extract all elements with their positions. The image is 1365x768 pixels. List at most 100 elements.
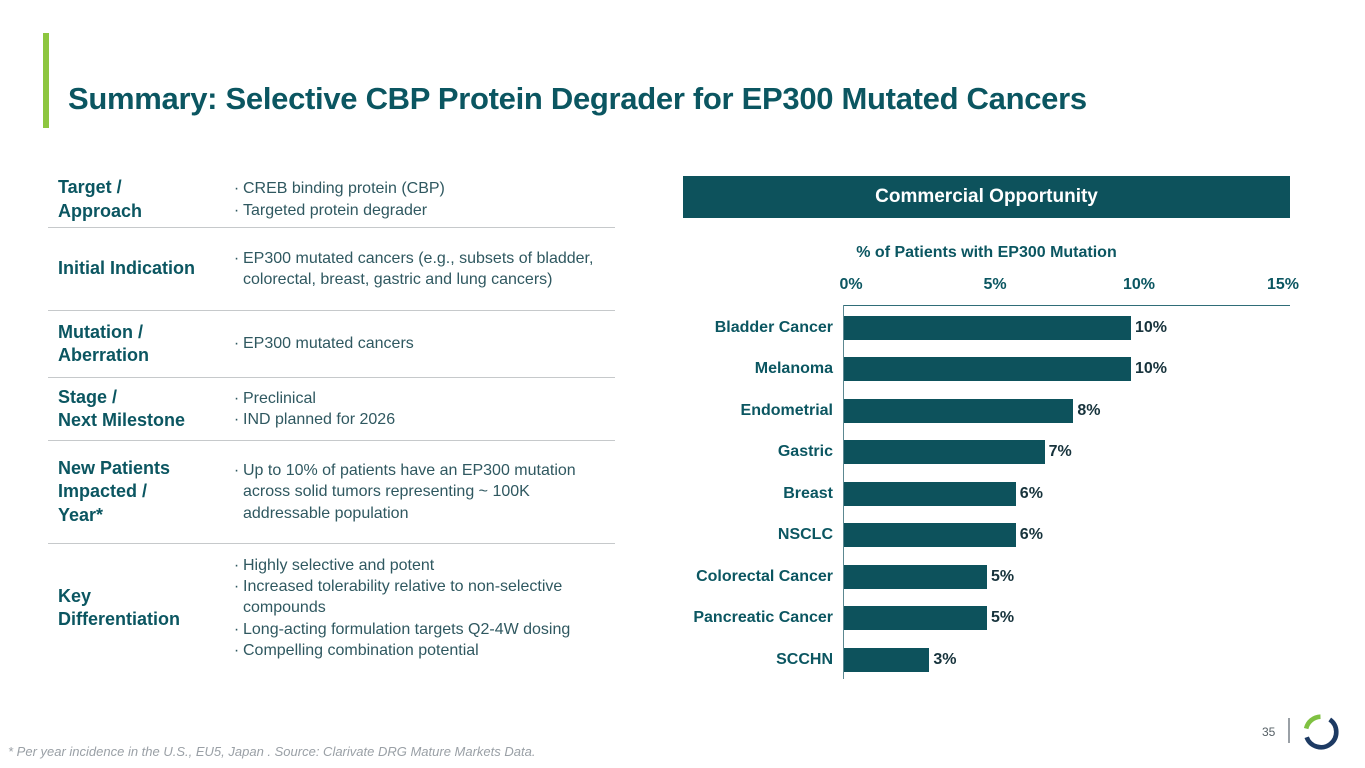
row-bullets: · Preclinical · IND planned for 2026	[230, 388, 615, 430]
bullet-item: · IND planned for 2026	[230, 409, 615, 430]
bullet-text: CREB binding protein (CBP)	[243, 180, 445, 198]
row-bullets: · Highly selective and potent · Increased t…	[230, 555, 615, 661]
bar-track: 6%	[843, 523, 1290, 548]
bullet-dot-icon: ·	[233, 335, 240, 353]
bullet-text: EP300 mutated cancers (e.g., subsets of …	[243, 249, 594, 288]
category-label: SCCHN	[776, 650, 833, 668]
chart-x-axis: 0% 5% 10% 15%	[839, 276, 1299, 296]
value-label: 5%	[991, 567, 1015, 585]
category-label: Bladder Cancer	[714, 318, 833, 336]
bar	[843, 357, 1131, 382]
bullet-item: · Long-acting formulation targets Q2-4W d…	[230, 619, 615, 640]
chart-plot-area: Bladder Cancer 10% Melanoma 10% Endometrial 8…	[683, 305, 1290, 681]
bullet-item: · EP300 mutated cancers (e.g., subsets of…	[230, 248, 615, 290]
chart-bar-row: NSCLC 6%	[683, 515, 1290, 557]
bar-track: 8%	[843, 398, 1290, 423]
bullet-item: · Highly selective and potent	[230, 555, 615, 576]
value-label: 8%	[1077, 401, 1101, 419]
category-label: Pancreatic Cancer	[693, 609, 833, 627]
chart-bar-row: SCCHN 3%	[683, 639, 1290, 681]
title-accent-bar	[43, 33, 49, 128]
row-bullets: · EP300 mutated cancers	[230, 333, 615, 354]
bullet-text: Compelling combination potential	[243, 641, 479, 659]
table-row: Target / Approach · CREB binding protein (…	[48, 172, 615, 228]
x-tick-label: 10%	[1122, 276, 1156, 293]
row-bullets: · EP300 mutated cancers (e.g., subsets of…	[230, 248, 615, 290]
value-label: 7%	[1048, 443, 1072, 461]
footer-divider	[1288, 718, 1290, 743]
company-ring-logo-icon	[1303, 714, 1339, 750]
bar	[843, 398, 1074, 423]
vertical-axis-line	[843, 305, 844, 679]
bullet-item: · Preclinical	[230, 388, 615, 409]
bar-track: 6%	[843, 481, 1290, 506]
bullet-item: · Targeted protein degrader	[230, 200, 615, 221]
row-label: Stage / Next Milestone	[58, 386, 186, 430]
bar	[843, 440, 1045, 465]
slide-title: Summary: Selective CBP Protein Degrader …	[68, 80, 1087, 116]
row-label: Target / Approach	[58, 177, 143, 221]
bullet-text: Increased tolerability relative to non-s…	[243, 578, 563, 617]
bullet-text: Targeted protein degrader	[243, 201, 428, 219]
value-label: 10%	[1135, 360, 1168, 378]
bullet-item: · Compelling combination potential	[230, 640, 615, 661]
bar	[843, 523, 1016, 548]
bullet-dot-icon: ·	[233, 389, 240, 407]
table-row: Key Differentiation · Highly selective and…	[48, 544, 615, 672]
chart-bar-row: Pancreatic Cancer 5%	[683, 598, 1290, 640]
table-row: Mutation / Aberration · EP300 mutated canc…	[48, 311, 615, 378]
bullet-dot-icon: ·	[233, 578, 240, 596]
chart-title: % of Patients with EP300 Mutation	[856, 244, 1117, 261]
category-label: Melanoma	[754, 360, 833, 378]
row-label: Initial Indication	[58, 258, 196, 279]
chart-bar-row: Breast 6%	[683, 473, 1290, 515]
summary-table: Target / Approach · CREB binding protein (…	[48, 172, 615, 672]
value-label: 5%	[991, 609, 1015, 627]
bullet-text: Preclinical	[243, 389, 316, 407]
bar-track: 10%	[843, 315, 1290, 340]
value-label: 3%	[933, 650, 957, 668]
category-label: Gastric	[777, 443, 833, 461]
row-bullets: · CREB binding protein (CBP) · Targeted pro…	[230, 178, 615, 220]
chart-bar-row: Bladder Cancer 10%	[683, 307, 1290, 349]
x-tick-label: 5%	[983, 276, 1007, 293]
row-bullets: · Up to 10% of patients have an EP300 mut…	[230, 460, 615, 523]
category-label: Colorectal Cancer	[696, 567, 833, 585]
bullet-item: · Increased tolerability relative to non-…	[230, 576, 615, 618]
row-label: Mutation / Aberration	[58, 321, 150, 365]
footnote: * Per year incidence in the U.S., EU5, J…	[8, 744, 536, 759]
bullet-text: Long-acting formulation targets Q2-4W do…	[243, 620, 571, 638]
commercial-opportunity-banner: Commercial Opportunity	[683, 176, 1290, 218]
bar	[843, 606, 987, 631]
category-label: Breast	[783, 484, 833, 502]
bullet-text: Highly selective and potent	[243, 557, 435, 575]
bullet-item: · EP300 mutated cancers	[230, 333, 615, 354]
bullet-text: IND planned for 2026	[243, 411, 396, 428]
chart-bar-row: Melanoma 10%	[683, 349, 1290, 391]
category-label: Endometrial	[740, 401, 833, 419]
chart-bar-row: Gastric 7%	[683, 432, 1290, 474]
bullet-dot-icon: ·	[233, 249, 240, 267]
chart-bar-row: Colorectal Cancer 5%	[683, 556, 1290, 598]
bullet-dot-icon: ·	[233, 620, 240, 638]
bullet-dot-icon: ·	[233, 180, 240, 198]
chart-bar-row: Endometrial 8%	[683, 390, 1290, 432]
bullet-item: · Up to 10% of patients have an EP300 mut…	[230, 460, 615, 523]
bullet-text: Up to 10% of patients have an EP300 muta…	[243, 462, 576, 522]
table-row: New Patients Impacted / Year* · Up to 10% …	[48, 441, 615, 544]
bullet-dot-icon: ·	[233, 462, 240, 480]
row-label: New Patients Impacted / Year*	[58, 457, 171, 525]
bullet-dot-icon: ·	[233, 411, 240, 428]
bar	[843, 564, 987, 589]
bar	[843, 647, 930, 672]
bullet-dot-icon: ·	[233, 557, 240, 575]
bar-track: 5%	[843, 606, 1290, 631]
category-label: NSCLC	[777, 526, 833, 544]
horizontal-axis-line	[843, 305, 1290, 306]
page-number: 35	[1262, 725, 1276, 739]
bullet-dot-icon: ·	[233, 641, 240, 659]
value-label: 6%	[1019, 526, 1043, 544]
bar-track: 5%	[843, 564, 1290, 589]
bullet-text: EP300 mutated cancers	[243, 335, 414, 353]
